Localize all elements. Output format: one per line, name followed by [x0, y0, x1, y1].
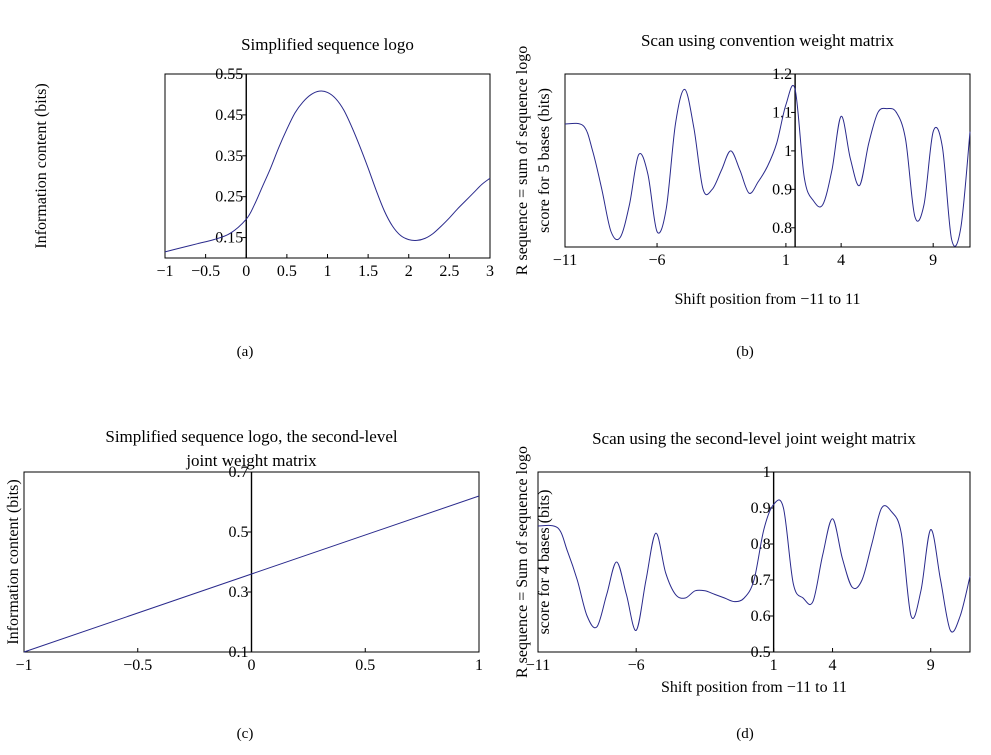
y-tick-label: 1 — [784, 143, 792, 160]
chart-title: Simplified sequence logo, the second-lev… — [105, 427, 397, 446]
y-tick-label: 0.15 — [215, 230, 243, 247]
y-axis-label: score for 5 bases (bits) — [536, 88, 553, 233]
series-line — [164, 90, 491, 253]
x-tick-label: 9 — [927, 657, 935, 674]
y-axis-label: Information content (bits) — [33, 83, 50, 248]
x-tick-label: 0 — [248, 657, 256, 674]
x-tick-label: −6 — [628, 657, 645, 674]
x-tick-label: −0.5 — [123, 657, 152, 674]
y-tick-label: 0.5 — [751, 644, 771, 661]
y-axis-label: R sequence = sum of sequence logo — [514, 46, 531, 275]
x-tick-label: 1 — [770, 657, 778, 674]
x-tick-label: −1 — [156, 263, 173, 280]
x-tick-label: −11 — [553, 252, 577, 269]
series-line — [23, 495, 480, 653]
y-tick-label: 0.55 — [215, 66, 243, 83]
y-tick-label: 0.8 — [772, 220, 792, 237]
series-line — [564, 84, 971, 247]
y-tick-label: 0.5 — [229, 524, 249, 541]
panel-label: (d) — [736, 726, 754, 742]
y-tick-label: 0.35 — [215, 148, 243, 165]
x-tick-label: 0 — [242, 263, 250, 280]
y-tick-label: 0.3 — [229, 584, 249, 601]
y-tick-label: 0.1 — [229, 644, 249, 661]
x-tick-label: 2.5 — [439, 263, 459, 280]
y-axis-label: R sequence = Sum of sequence logo — [514, 446, 531, 678]
chart-c: −1 −0.5 0 0.5 1 0.1 0.3 0.5 0.7 Simplified sequen… — [5, 427, 483, 742]
chart-title: Simplified sequence logo — [241, 35, 414, 54]
chart-title: Scan using the second-level joint weight… — [592, 429, 916, 448]
y-tick-label: 0.7 — [229, 464, 249, 481]
y-tick-label: 1.2 — [772, 66, 792, 83]
plot-frame — [564, 73, 971, 248]
panel-label: (a) — [237, 344, 254, 360]
x-tick-label: 0.5 — [277, 263, 297, 280]
y-tick-label: 0.7 — [751, 572, 771, 589]
x-axis-label: Shift position from −11 to 11 — [674, 291, 860, 308]
panel-label: (b) — [736, 344, 754, 360]
x-tick-label: 4 — [837, 252, 845, 269]
y-axis-label: Information content (bits) — [5, 479, 22, 644]
series-line — [537, 499, 971, 633]
x-axis-label: Shift position from −11 to 11 — [661, 679, 847, 696]
x-tick-label: 1 — [782, 252, 790, 269]
plot-frame — [537, 471, 971, 653]
plot-frame — [164, 73, 491, 259]
chart-title: joint weight matrix — [185, 451, 317, 470]
x-tick-label: 1 — [324, 263, 332, 280]
chart-a: −1 −0.5 0 0.5 1 1.5 2 2.5 3 0.15 0.25 0.35 0.45 0.55 S… — [33, 35, 494, 360]
x-tick-label: −6 — [649, 252, 666, 269]
x-tick-label: 4 — [829, 657, 837, 674]
y-tick-label: 0.6 — [751, 608, 771, 625]
y-tick-label: 0.25 — [215, 189, 243, 206]
x-tick-label: 0.5 — [355, 657, 375, 674]
x-tick-label: 3 — [486, 263, 494, 280]
y-tick-label: 1 — [763, 464, 771, 481]
panel-label: (c) — [237, 726, 254, 742]
y-axis-label: score for 4 bases (bits) — [536, 490, 553, 635]
x-tick-label: 9 — [929, 252, 937, 269]
chart-title: Scan using convention weight matrix — [641, 31, 895, 50]
y-tick-label: 0.45 — [215, 107, 243, 124]
chart-b: −11 −6 1 4 9 0.8 0.9 1 1.1 1.2 Scan using conventi… — [514, 31, 971, 360]
y-tick-label: 1.1 — [772, 104, 792, 121]
x-tick-label: −1 — [15, 657, 32, 674]
x-tick-label: 1 — [475, 657, 483, 674]
x-tick-label: −11 — [526, 657, 550, 674]
y-tick-label: 0.9 — [772, 181, 792, 198]
x-tick-label: 2 — [405, 263, 413, 280]
y-tick-label: 0.9 — [751, 500, 771, 517]
x-tick-label: 1.5 — [358, 263, 378, 280]
x-tick-label: −0.5 — [191, 263, 220, 280]
